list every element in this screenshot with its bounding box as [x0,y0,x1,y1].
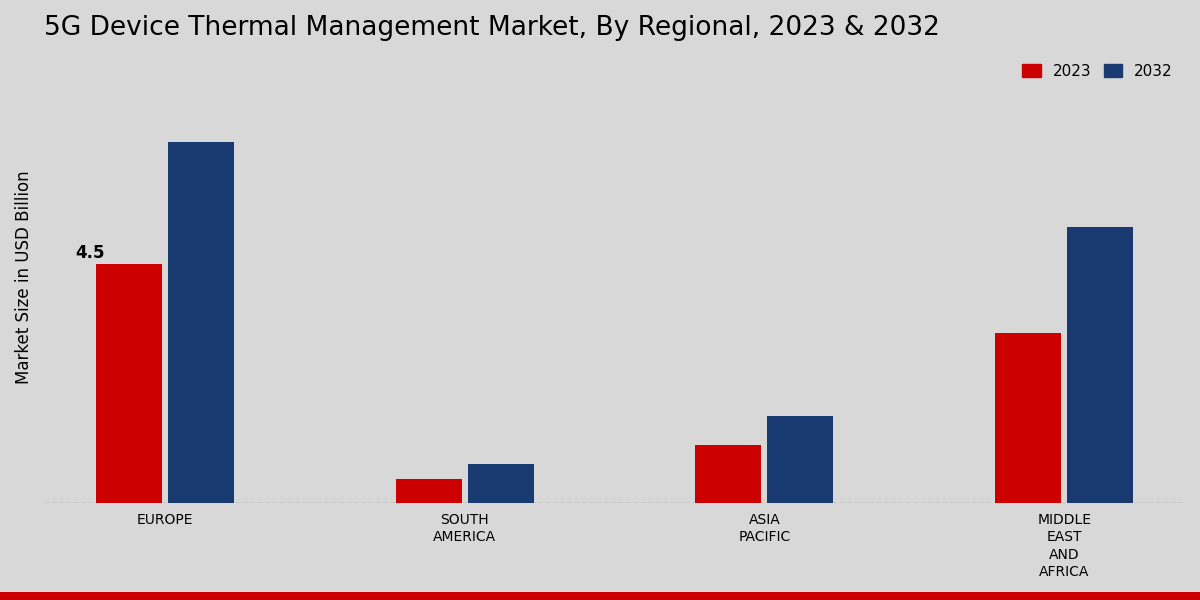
Bar [696,445,762,503]
Bar [995,334,1061,503]
Text: 5G Device Thermal Management Market, By Regional, 2023 & 2032: 5G Device Thermal Management Market, By … [44,15,940,41]
Bar [96,264,162,503]
Legend: 2023, 2032: 2023, 2032 [1018,59,1177,83]
Bar [168,142,234,503]
Bar [768,416,833,503]
Y-axis label: Market Size in USD Billion: Market Size in USD Billion [14,171,34,385]
Bar [1067,227,1133,503]
Bar [468,464,534,503]
Text: 4.5: 4.5 [76,244,104,262]
Bar [396,479,462,503]
